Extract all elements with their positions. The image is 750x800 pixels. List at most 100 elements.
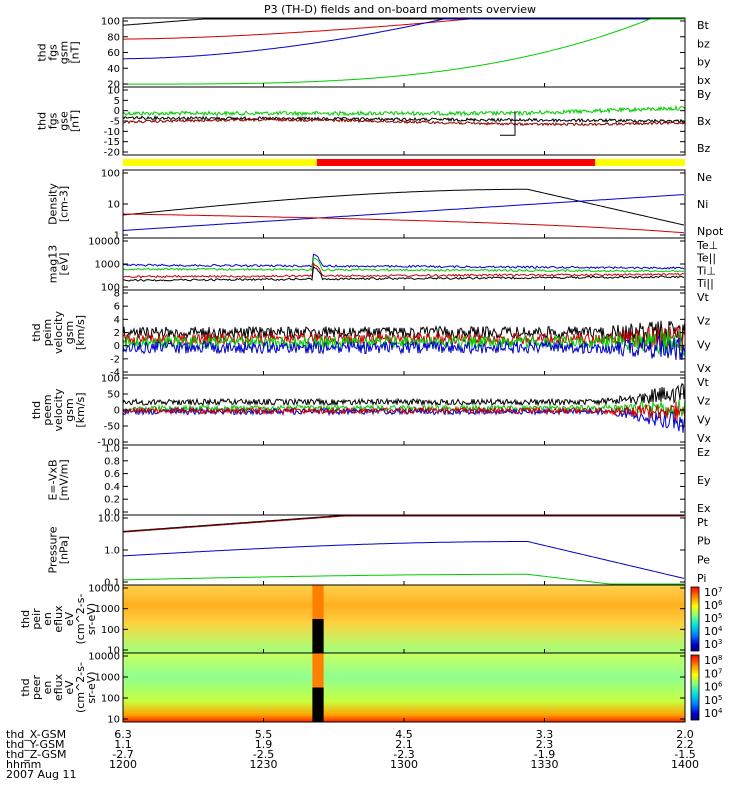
series-p2-dip: [500, 111, 516, 136]
xaxis-value-1-0: 1.1: [114, 738, 132, 751]
ytick-p10-2: 100: [101, 694, 120, 705]
legend-p4-3: Ti||: [696, 277, 714, 290]
legend-p6-1: Vz: [697, 395, 711, 408]
ytick-p4-0: 10000: [88, 237, 120, 248]
cbar-label-p10-0: 108: [704, 654, 722, 667]
series-p2-bz: [122, 117, 686, 127]
ytick-p10-0: 10000: [88, 652, 120, 663]
legend-p1-1: bz: [697, 37, 710, 50]
ylabel-p2-0: thd: [36, 112, 49, 130]
panel-frame-p7: [122, 444, 686, 516]
ytick-p2-5: -15: [104, 137, 120, 148]
spectrogram-gap-bottom-electron: [312, 687, 324, 722]
legend-p5-0: Vt: [697, 291, 710, 304]
ytick-p6-4: -100: [97, 438, 120, 449]
ytick-p9-3: 10: [107, 646, 120, 657]
ylabel-p9-2: en: [41, 612, 54, 626]
ylabel-p10-4: eV: [63, 680, 76, 695]
cbar-label-p10-4: 104: [704, 707, 723, 720]
ytick-p5-4: 0: [114, 341, 120, 352]
ytick-p4-2: 100: [101, 283, 120, 294]
ytick-p8-0: 10.0: [98, 514, 120, 525]
series-p3-ni: [122, 188, 685, 226]
ytick-p7-3: 0.4: [104, 482, 120, 493]
cbar-label-p9-3: 104: [704, 625, 723, 638]
ylabel-p5-1: peim: [41, 319, 54, 347]
legend-p7-0: Ez: [697, 446, 710, 459]
ylabel-p9-4: eV: [63, 611, 76, 626]
ytick-p8-2: 0.1: [104, 578, 120, 589]
ytick-p9-2: 100: [101, 625, 120, 636]
legend-p2-1: Bx: [697, 115, 712, 128]
ytick-p3-2: 1: [114, 231, 120, 242]
ylabel-p10-5: (cm^2-s-: [74, 662, 87, 713]
xaxis-value-3-2: 1300: [390, 758, 418, 771]
legend-p1-0: Bt: [697, 19, 710, 32]
xaxis-value-0-2: 4.5: [395, 728, 413, 741]
xaxis-value-2-2: -2.3: [393, 748, 414, 761]
series-p5-vx: [122, 333, 686, 361]
legend-p3-0: Ne: [697, 171, 712, 184]
ylabel-p10-3: eflux: [52, 673, 65, 701]
ytick-p7-4: 0.2: [104, 495, 120, 506]
series-p1-bx: [123, 18, 684, 60]
ytick-p2-3: -5: [110, 117, 120, 128]
series-p2-by: [122, 104, 686, 117]
ylabel-p1-2: gsm: [58, 41, 71, 64]
xaxis-value-2-0: -2.7: [112, 748, 133, 761]
xaxis-value-3-1: 1230: [250, 758, 278, 771]
ytick-p5-5: -2: [110, 354, 120, 365]
ylabel-p3-0: Density: [47, 183, 60, 225]
series-p4-tiperp: [122, 253, 685, 270]
ytick-p2-6: -20: [104, 148, 120, 159]
ylabel-p9-1: peir: [30, 608, 43, 630]
ylabel-p2-2: gse: [58, 111, 71, 131]
ylabel-p9-3: eflux: [52, 605, 65, 633]
series-p8-pt: [122, 515, 684, 532]
xaxis-row-label-1: thd_Y-GSM: [6, 738, 65, 751]
ylabel-p4-1: [eV]: [58, 253, 71, 276]
ylabel-p9-5: (cm^2-s-: [74, 594, 87, 645]
ylabel-p3-1: [cm-3]: [58, 186, 71, 222]
spectrogram-gap-top-electron: [312, 653, 324, 688]
ylabel-p6-3: gsm: [63, 398, 76, 421]
ylabel-p6-1: peem: [41, 394, 54, 425]
cbar-label-p10-1: 107: [704, 667, 722, 680]
ylabel-p8-1: [nPa]: [58, 536, 71, 564]
legend-p5-1: Vz: [697, 315, 711, 328]
series-p6-vy: [122, 398, 686, 417]
ylabel-p1-1: fgs: [47, 44, 60, 61]
legend-p7-2: Ex: [697, 502, 711, 515]
xaxis-value-0-0: 6.3: [114, 728, 132, 741]
legend-p4-0: Te⊥: [696, 239, 718, 252]
legend-p3-2: Npot: [697, 225, 724, 238]
legend-p8-2: Pe: [697, 553, 710, 566]
xaxis-value-1-2: 2.1: [395, 738, 413, 751]
legend-p8-3: Pi: [697, 572, 706, 585]
series-p3-npot: [122, 194, 685, 231]
series-p8-pe: [122, 573, 684, 585]
colorbar-p10: [690, 654, 700, 721]
cbar-label-p10-3: 105: [704, 694, 722, 707]
ytick-p6-3: -50: [104, 422, 120, 433]
ylabel-p10-1: peer: [30, 675, 43, 701]
xaxis-value-2-1: -2.5: [253, 748, 274, 761]
xaxis-value-3-4: 1400: [671, 758, 699, 771]
ytick-p7-2: 0.6: [104, 469, 120, 480]
xaxis-value-2-4: -1.5: [674, 748, 695, 761]
legend-p1-3: bx: [697, 74, 711, 87]
legend-p2-0: By: [697, 88, 712, 101]
status-bar-red: [316, 159, 596, 166]
ytick-p2-2: 0: [114, 106, 120, 117]
ytick-p2-0: 10: [107, 86, 120, 97]
series-p3-ne: [122, 213, 685, 234]
legend-p5-2: Vy: [697, 338, 711, 351]
ytick-p10-1: 1000: [95, 673, 120, 684]
legend-p6-3: Vx: [697, 432, 712, 445]
ytick-p5-6: -4: [110, 368, 120, 379]
ytick-p1-3: 40: [107, 64, 120, 75]
ytick-p1-1: 80: [107, 32, 120, 43]
ytick-p7-5: 0.0: [104, 508, 120, 519]
series-p6-vt: [122, 383, 686, 407]
